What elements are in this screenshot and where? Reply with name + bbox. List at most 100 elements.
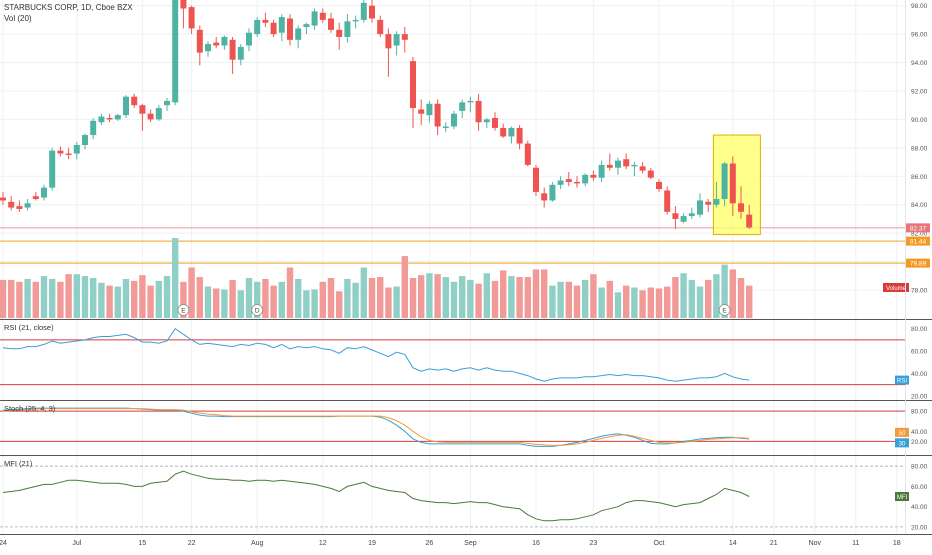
candle-body xyxy=(557,180,564,185)
stoch-value-tag xyxy=(895,427,909,437)
stoch-line xyxy=(2,407,750,447)
candle-body xyxy=(57,150,64,154)
candle-body xyxy=(615,160,621,168)
volume-bar xyxy=(541,269,548,318)
candle-body xyxy=(237,46,244,60)
volume-bar xyxy=(508,276,515,318)
candle-body xyxy=(155,108,162,120)
volume-bar xyxy=(623,285,630,318)
stoch-value-tag xyxy=(895,438,909,448)
candle-body xyxy=(139,105,146,114)
candle-body xyxy=(254,19,261,35)
candle-body xyxy=(672,213,679,219)
mfi-axis-tick: 80.00 xyxy=(911,464,928,471)
volume-bar xyxy=(500,270,507,318)
stoch-value-tag-label: 50 xyxy=(899,431,906,437)
volume-bar xyxy=(483,273,490,318)
volume-bar xyxy=(40,276,48,318)
stoch-axis-tick: 40.00 xyxy=(911,429,928,436)
candle-body xyxy=(606,164,613,168)
volume-bar xyxy=(737,278,745,318)
volume-bar xyxy=(549,285,556,318)
candle-body xyxy=(680,216,687,222)
volume-bar xyxy=(582,279,589,318)
price-axis-tick: 98.00 xyxy=(911,3,928,10)
price-axis-tick: 88.00 xyxy=(911,145,928,152)
candle-body xyxy=(705,201,712,205)
candle-body xyxy=(500,127,507,137)
volume-bar xyxy=(319,281,326,318)
volume-bar xyxy=(434,274,441,318)
volume-bar xyxy=(631,287,638,318)
price-tag xyxy=(906,223,930,233)
x-axis-tick: 24 xyxy=(0,540,7,547)
volume-bar xyxy=(295,278,302,318)
volume-indicator-label[interactable]: Vol (20) xyxy=(4,14,32,23)
price-axis-tick: 78.00 xyxy=(911,288,928,295)
candle-body xyxy=(524,143,531,165)
volume-bar xyxy=(598,287,605,318)
event-marker-label: E xyxy=(722,308,727,315)
volume-bar xyxy=(311,289,318,318)
volume-bar xyxy=(270,285,277,318)
candle-body xyxy=(287,18,293,40)
candle-body xyxy=(483,119,490,123)
candle-body xyxy=(319,12,326,20)
candle-body xyxy=(49,150,56,188)
candle-body xyxy=(442,126,449,128)
candle-body xyxy=(434,103,441,127)
mfi-axis-tick: 20.00 xyxy=(911,524,928,531)
volume-bar xyxy=(336,291,343,318)
candle-body xyxy=(590,174,597,178)
volume-bar xyxy=(131,280,138,318)
volume-bar xyxy=(114,286,121,318)
volume-bar xyxy=(16,281,23,318)
candle-body xyxy=(32,196,39,200)
candle-body xyxy=(451,113,457,127)
candle-body xyxy=(623,159,630,167)
candle-body xyxy=(311,11,318,26)
volume-bar xyxy=(524,277,531,318)
price-axis-tick: 90.00 xyxy=(911,117,928,124)
symbol-title: STARBUCKS CORP, 1D, Cboe BZX xyxy=(4,3,133,12)
candle-body xyxy=(459,102,466,111)
event-marker-label: D xyxy=(255,308,260,315)
candle-body xyxy=(369,5,375,19)
volume-bar xyxy=(352,282,359,318)
highlight-box xyxy=(712,134,761,236)
stoch-axis-tick: 80.00 xyxy=(911,409,928,416)
candle-body xyxy=(541,193,548,201)
candle-body xyxy=(123,96,129,116)
stoch-line xyxy=(2,408,750,446)
candle-body xyxy=(746,214,753,228)
volume-bar xyxy=(590,274,597,318)
volume-bar xyxy=(647,287,654,318)
mfi-line xyxy=(2,470,750,522)
candle-body xyxy=(336,29,343,37)
rsi-axis-tick: 60.00 xyxy=(911,349,928,356)
volume-bar xyxy=(155,280,162,318)
volume-bar xyxy=(73,274,80,318)
candle-body xyxy=(574,181,580,184)
volume-bar xyxy=(49,278,56,318)
x-axis-tick: Sep xyxy=(464,540,477,547)
volume-bar xyxy=(180,281,187,318)
x-axis-tick: 26 xyxy=(426,540,434,547)
candle-body xyxy=(147,113,154,120)
volume-bar xyxy=(278,281,285,318)
rsi-axis-tick: 20.00 xyxy=(911,393,928,400)
volume-bar xyxy=(204,286,212,318)
candle-body xyxy=(393,34,400,46)
volume-bar xyxy=(172,238,179,318)
candle-body xyxy=(246,32,252,46)
volume-bar xyxy=(262,278,269,318)
candle-body xyxy=(0,197,6,201)
candle-body xyxy=(656,181,662,190)
candle-body xyxy=(533,167,539,192)
price-tag-label: 79.89 xyxy=(910,261,927,268)
volume-bar xyxy=(81,276,89,318)
mfi-axis-tick: 40.00 xyxy=(911,504,928,511)
price-axis-tick: 84.00 xyxy=(911,202,928,209)
candle-body xyxy=(664,190,671,212)
